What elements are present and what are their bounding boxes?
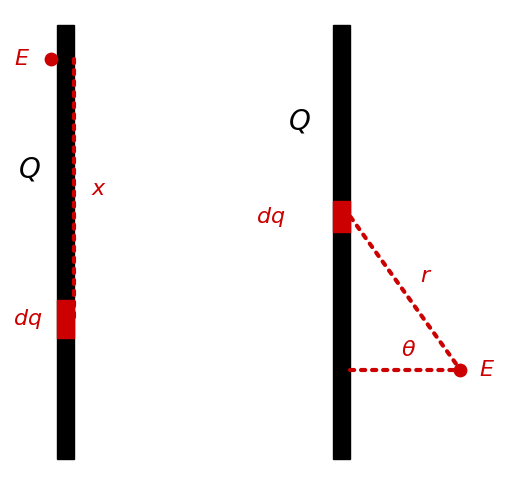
Text: $Q$: $Q$ [288, 108, 311, 136]
Text: $E$: $E$ [14, 48, 30, 70]
Point [47, 55, 55, 63]
Bar [333, 26, 350, 458]
Bar [333, 201, 350, 232]
Text: $Q$: $Q$ [18, 156, 41, 184]
Point [456, 365, 464, 373]
Text: $dq$: $dq$ [256, 205, 285, 229]
Text: $\theta$: $\theta$ [401, 339, 416, 361]
Bar [56, 300, 74, 338]
Text: $E$: $E$ [479, 359, 495, 380]
Text: $r$: $r$ [420, 265, 432, 287]
Bar [56, 26, 74, 458]
Text: $x$: $x$ [91, 178, 107, 200]
Text: $dq$: $dq$ [13, 307, 42, 331]
